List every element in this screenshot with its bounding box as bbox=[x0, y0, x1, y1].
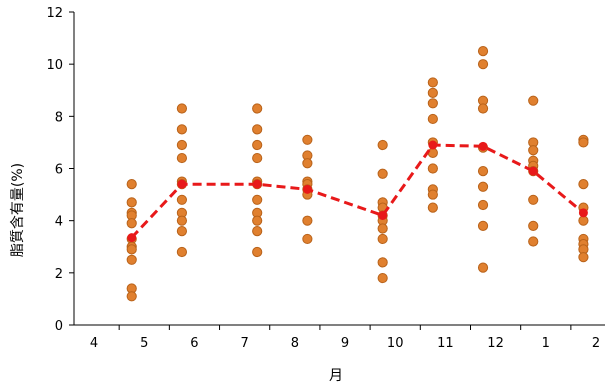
chart-data-points bbox=[126, 46, 589, 302]
data-point bbox=[427, 163, 438, 174]
data-point bbox=[252, 139, 263, 151]
mean-point bbox=[528, 166, 538, 176]
data-point bbox=[477, 166, 489, 177]
data-point bbox=[252, 226, 263, 237]
data-point bbox=[126, 197, 137, 208]
y-tick-label: 8 bbox=[55, 110, 63, 125]
data-point bbox=[126, 218, 137, 229]
x-tick-label: 11 bbox=[437, 336, 454, 351]
chart-mean-line-group bbox=[127, 140, 588, 243]
x-tick-label: 12 bbox=[487, 336, 504, 351]
data-point bbox=[477, 262, 489, 273]
data-point bbox=[528, 220, 539, 231]
data-point bbox=[477, 199, 489, 211]
mean-point bbox=[252, 179, 262, 189]
data-point bbox=[427, 147, 438, 158]
data-point bbox=[477, 181, 489, 192]
data-point bbox=[252, 124, 263, 135]
data-point bbox=[477, 59, 489, 70]
mean-line bbox=[130, 143, 585, 239]
data-point bbox=[126, 179, 137, 190]
data-point bbox=[252, 246, 263, 258]
mean-point bbox=[302, 184, 312, 194]
data-point bbox=[176, 194, 188, 205]
data-point bbox=[578, 137, 589, 148]
data-point bbox=[176, 124, 188, 135]
data-point bbox=[528, 194, 539, 205]
x-tick-label: 9 bbox=[341, 336, 349, 351]
data-point bbox=[377, 168, 388, 179]
data-point bbox=[302, 215, 313, 226]
data-point bbox=[427, 77, 438, 88]
data-point bbox=[302, 134, 313, 145]
data-point bbox=[477, 103, 489, 114]
x-tick-label: 8 bbox=[291, 336, 299, 351]
y-tick-label: 4 bbox=[55, 215, 63, 230]
y-axis-label: 脂質含有量(%) bbox=[10, 163, 26, 257]
data-point bbox=[176, 103, 188, 114]
x-tick-label: 5 bbox=[140, 336, 148, 351]
mean-point bbox=[478, 141, 488, 151]
mean-point bbox=[127, 233, 137, 243]
data-point bbox=[578, 179, 589, 190]
data-point bbox=[377, 272, 388, 284]
x-tick-label: 1 bbox=[542, 336, 550, 351]
y-tick-label: 2 bbox=[55, 267, 63, 282]
data-point bbox=[176, 139, 188, 151]
data-point bbox=[377, 139, 388, 151]
data-point bbox=[176, 246, 188, 258]
y-tick-label: 0 bbox=[55, 319, 63, 334]
data-point bbox=[477, 46, 489, 57]
x-axis-label: 月 bbox=[329, 368, 343, 384]
data-point bbox=[377, 233, 388, 245]
data-point bbox=[302, 158, 313, 169]
data-point bbox=[528, 95, 539, 106]
data-point bbox=[252, 152, 263, 164]
data-point bbox=[176, 152, 188, 164]
mean-point bbox=[378, 210, 388, 220]
data-point bbox=[427, 87, 438, 98]
data-point bbox=[126, 244, 137, 255]
mean-point bbox=[578, 208, 588, 218]
data-point bbox=[427, 202, 438, 213]
data-point bbox=[528, 236, 539, 247]
x-tick-label: 4 bbox=[90, 336, 98, 351]
x-tick-label: 7 bbox=[241, 336, 249, 351]
data-point bbox=[578, 215, 589, 226]
data-point bbox=[126, 254, 137, 265]
data-point bbox=[252, 194, 263, 205]
data-point bbox=[377, 223, 388, 234]
y-tick-label: 6 bbox=[55, 163, 63, 178]
data-point bbox=[528, 145, 539, 156]
x-tick-label: 10 bbox=[387, 336, 404, 351]
data-point bbox=[176, 226, 188, 237]
data-point bbox=[578, 252, 589, 263]
y-tick-label: 12 bbox=[46, 6, 63, 21]
data-point bbox=[252, 215, 263, 226]
mean-point bbox=[428, 140, 438, 150]
x-tick-label: 2 bbox=[592, 336, 600, 351]
data-point bbox=[477, 220, 489, 231]
y-tick-label: 10 bbox=[46, 58, 63, 73]
data-point bbox=[427, 98, 438, 109]
data-point bbox=[126, 291, 137, 302]
x-tick-label: 6 bbox=[190, 336, 198, 351]
mean-point bbox=[177, 179, 187, 189]
data-point bbox=[302, 233, 313, 245]
data-point bbox=[176, 215, 188, 226]
data-point bbox=[427, 113, 438, 125]
data-point bbox=[252, 103, 263, 114]
data-point bbox=[427, 189, 438, 200]
data-point bbox=[377, 257, 388, 268]
